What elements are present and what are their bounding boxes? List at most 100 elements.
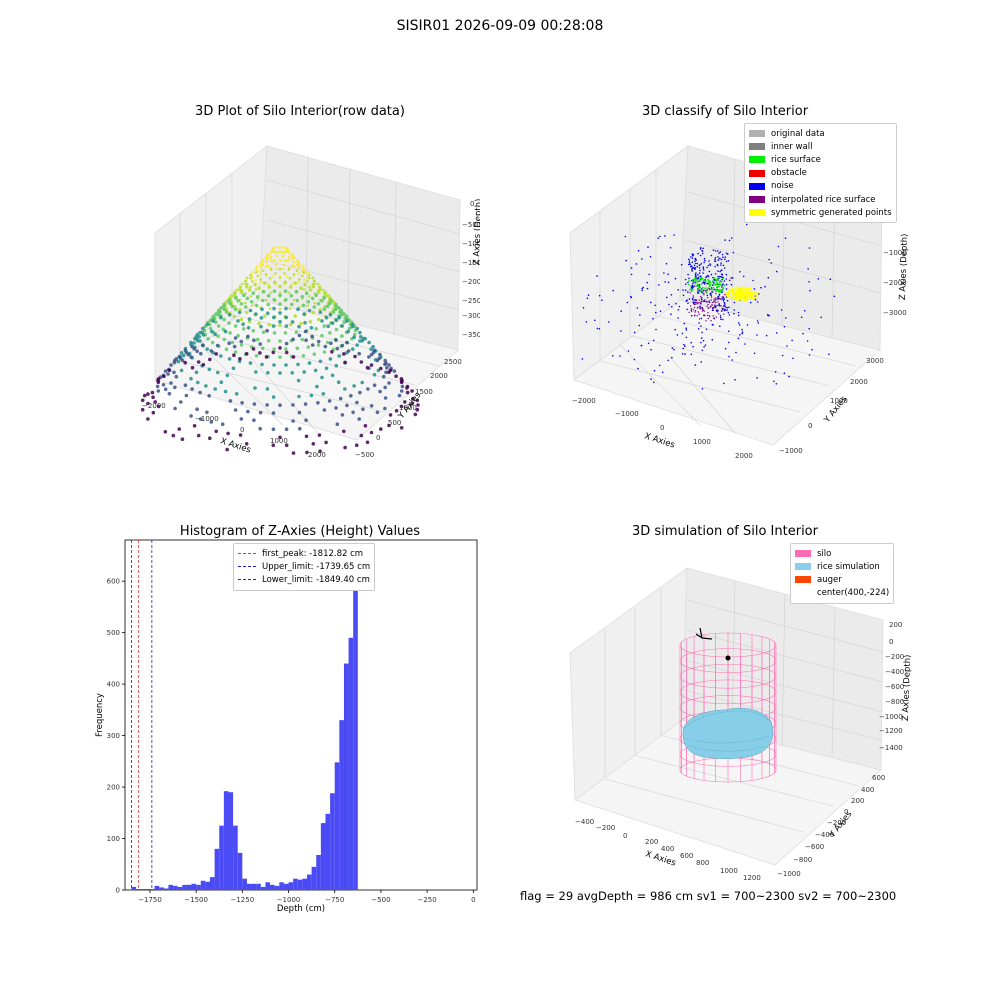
noise-point [742, 331, 744, 333]
raw-data-point [246, 277, 249, 280]
raw-data-point [328, 399, 332, 403]
interpolated-point [712, 302, 713, 303]
raw-data-point [255, 268, 258, 271]
histogram-bar [182, 885, 187, 890]
raw-data-point [198, 391, 202, 395]
interpolated-point [705, 320, 706, 321]
histogram-bar [238, 853, 243, 890]
interpolated-point [716, 298, 717, 299]
raw-data-point [355, 343, 359, 347]
raw-data-point [267, 339, 271, 343]
raw-data-point [342, 352, 346, 356]
symmetric-point [746, 291, 748, 293]
legend-swatch [749, 130, 765, 137]
raw-data-point [234, 350, 238, 354]
raw-data-point [151, 391, 155, 395]
raw-data-point [197, 360, 201, 364]
histogram-bar [293, 879, 298, 890]
noise-point [726, 278, 728, 280]
symmetric-point [736, 286, 738, 288]
noise-point [731, 277, 733, 279]
noise-point [686, 329, 688, 331]
raw-data-point [196, 339, 200, 343]
raw-data-point [288, 256, 291, 259]
raw-data-point [296, 259, 299, 262]
noise-point [586, 321, 588, 323]
histogram-bar [224, 791, 229, 890]
raw-data-point [180, 351, 184, 355]
panel4-ztick: −1200 [879, 727, 903, 735]
raw-data-point [302, 354, 306, 358]
noise-point [712, 277, 714, 279]
noise-point [687, 282, 689, 284]
raw-data-point [307, 345, 311, 349]
interpolated-point [707, 301, 708, 302]
noise-point [692, 253, 694, 255]
panel2-xtick: 2000 [735, 452, 753, 460]
noise-point [691, 315, 693, 317]
noise-point [802, 333, 804, 335]
noise-point [724, 267, 726, 269]
raw-data-point [189, 377, 193, 381]
raw-data-point [272, 298, 276, 302]
legend-line [238, 553, 256, 554]
noise-point [700, 255, 702, 257]
histogram-bar [307, 875, 312, 890]
noise-point [738, 322, 740, 324]
raw-data-point [272, 395, 276, 399]
raw-data-point [260, 307, 264, 311]
raw-data-point [279, 277, 282, 280]
raw-data-point [329, 341, 333, 345]
noise-point [631, 267, 633, 269]
raw-data-point [309, 288, 313, 292]
histogram-bar [312, 867, 317, 890]
raw-data-point [214, 430, 218, 434]
noise-point [698, 277, 700, 279]
noise-point [741, 333, 743, 335]
raw-data-point [326, 324, 330, 328]
noise-point [754, 288, 756, 290]
raw-data-point [258, 351, 262, 355]
symmetric-point [740, 297, 742, 299]
raw-data-point [335, 319, 339, 323]
raw-data-point [370, 363, 374, 367]
raw-data-point [234, 307, 238, 311]
noise-point [773, 381, 775, 383]
raw-data-point [336, 347, 340, 351]
raw-data-point [349, 394, 353, 398]
raw-data-point [195, 371, 199, 375]
noise-point [732, 277, 734, 279]
rice-surface-point [695, 283, 697, 285]
rice-surface-point [705, 280, 707, 282]
rice-surface-point [698, 286, 700, 288]
noise-point [660, 310, 662, 312]
interpolated-point [712, 308, 713, 309]
noise-point [750, 302, 752, 304]
raw-data-point [312, 442, 316, 446]
interpolated-point [711, 299, 712, 300]
raw-data-point [307, 300, 311, 304]
raw-data-point [401, 385, 405, 389]
noise-point [700, 325, 702, 327]
raw-data-point [278, 302, 282, 306]
noise-point [733, 313, 735, 315]
noise-point [703, 340, 705, 342]
symmetric-point [729, 290, 731, 292]
histogram-bar [321, 823, 326, 890]
raw-data-point [284, 307, 288, 311]
raw-data-point [231, 341, 235, 345]
raw-data-point [345, 319, 349, 323]
panel1-xtick: 2000 [308, 451, 326, 459]
noise-point [722, 256, 724, 258]
raw-data-point [143, 394, 147, 398]
y-tick-label: 300 [107, 732, 120, 740]
noise-point [733, 252, 735, 254]
noise-point [700, 342, 702, 344]
raw-data-point [308, 361, 312, 365]
noise-point [628, 350, 630, 352]
noise-point [667, 360, 669, 362]
noise-point [695, 263, 697, 265]
interpolated-point [722, 308, 723, 309]
noise-point [599, 295, 601, 297]
noise-point [724, 302, 726, 304]
